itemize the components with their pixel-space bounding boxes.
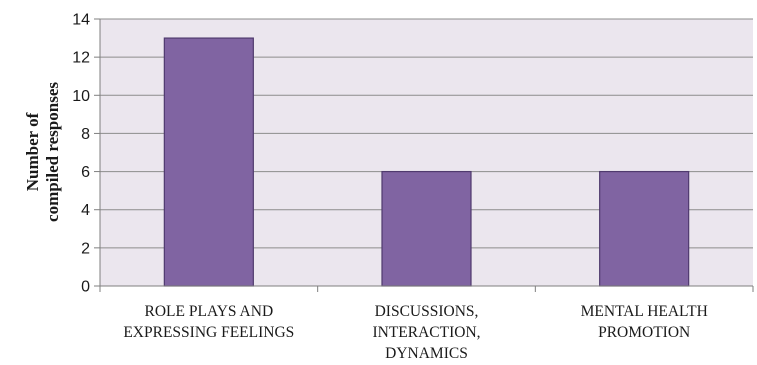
y-axis-label: Number ofcompiled responses xyxy=(23,82,62,222)
axes xyxy=(99,19,754,292)
y-tick-label: 14 xyxy=(72,12,90,29)
y-tick-label: 4 xyxy=(81,202,90,219)
y-tick-label: 8 xyxy=(81,126,90,143)
bar xyxy=(599,170,690,287)
bar xyxy=(381,170,472,287)
y-tick-label: 12 xyxy=(72,50,90,67)
x-category-labels: ROLE PLAYS AND EXPRESSING FEELINGS DISCUSS… xyxy=(123,303,707,362)
y-tick-label: 0 xyxy=(81,279,90,296)
y-tick-label: 2 xyxy=(81,240,90,257)
y-tick-label: 10 xyxy=(72,88,90,105)
bars xyxy=(163,37,690,287)
x-category-label: ROLE PLAYS AND EXPRESSING FEELINGS xyxy=(123,303,294,341)
y-tick-label: 6 xyxy=(81,164,90,181)
x-category-label: DISCUSSIONS, INTERACTION, DYNAMICS xyxy=(372,303,480,362)
x-category-label: MENTAL HEALTH PROMOTION xyxy=(581,303,708,341)
bar xyxy=(163,37,254,287)
y-tick-labels: 0 2 4 6 8 10 12 14 xyxy=(72,12,90,296)
